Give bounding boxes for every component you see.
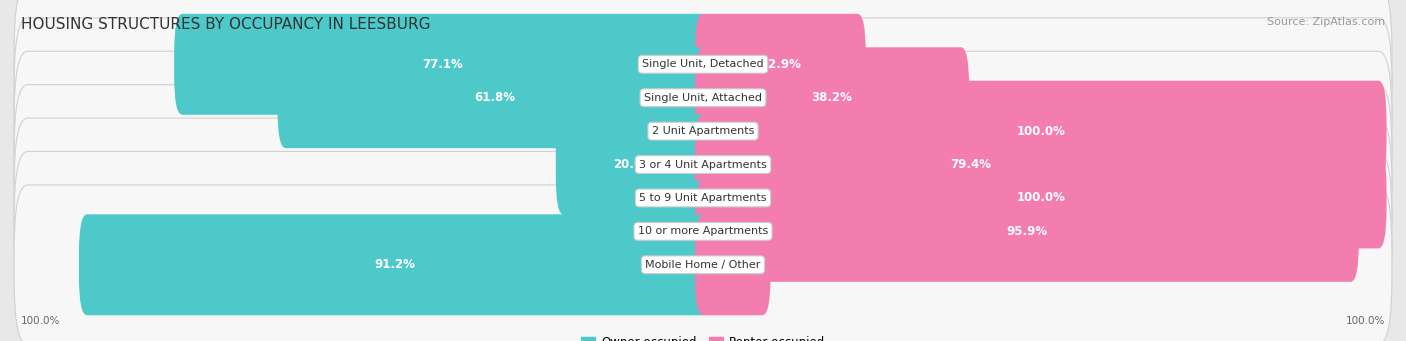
Text: 8.8%: 8.8% bbox=[716, 258, 749, 271]
Text: 77.1%: 77.1% bbox=[422, 58, 463, 71]
Text: HOUSING STRUCTURES BY OCCUPANCY IN LEESBURG: HOUSING STRUCTURES BY OCCUPANCY IN LEESB… bbox=[21, 17, 430, 32]
Text: 38.2%: 38.2% bbox=[811, 91, 852, 104]
Text: 91.2%: 91.2% bbox=[374, 258, 415, 271]
FancyBboxPatch shape bbox=[695, 148, 1386, 248]
Text: 100.0%: 100.0% bbox=[21, 315, 60, 326]
FancyBboxPatch shape bbox=[14, 18, 1392, 178]
Legend: Owner-occupied, Renter-occupied: Owner-occupied, Renter-occupied bbox=[576, 331, 830, 341]
Text: 100.0%: 100.0% bbox=[1017, 191, 1066, 205]
FancyBboxPatch shape bbox=[174, 14, 711, 115]
Text: 95.9%: 95.9% bbox=[1007, 225, 1047, 238]
Text: 3 or 4 Unit Apartments: 3 or 4 Unit Apartments bbox=[640, 160, 766, 169]
Text: Single Unit, Detached: Single Unit, Detached bbox=[643, 59, 763, 69]
FancyBboxPatch shape bbox=[14, 151, 1392, 311]
FancyBboxPatch shape bbox=[79, 214, 711, 315]
FancyBboxPatch shape bbox=[695, 181, 1358, 282]
FancyBboxPatch shape bbox=[695, 47, 969, 148]
FancyBboxPatch shape bbox=[695, 114, 1247, 215]
Text: 79.4%: 79.4% bbox=[950, 158, 991, 171]
FancyBboxPatch shape bbox=[14, 51, 1392, 211]
FancyBboxPatch shape bbox=[555, 114, 711, 215]
Text: Mobile Home / Other: Mobile Home / Other bbox=[645, 260, 761, 270]
FancyBboxPatch shape bbox=[14, 185, 1392, 341]
Text: 10 or more Apartments: 10 or more Apartments bbox=[638, 226, 768, 236]
Text: 100.0%: 100.0% bbox=[1346, 315, 1385, 326]
Text: 100.0%: 100.0% bbox=[1017, 125, 1066, 138]
FancyBboxPatch shape bbox=[695, 14, 866, 115]
FancyBboxPatch shape bbox=[277, 47, 711, 148]
Text: 4.2%: 4.2% bbox=[634, 225, 665, 238]
Text: 0.0%: 0.0% bbox=[659, 191, 689, 205]
Text: 22.9%: 22.9% bbox=[759, 58, 801, 71]
Text: 20.6%: 20.6% bbox=[613, 158, 654, 171]
Text: 2 Unit Apartments: 2 Unit Apartments bbox=[652, 126, 754, 136]
Text: 0.0%: 0.0% bbox=[659, 125, 689, 138]
FancyBboxPatch shape bbox=[695, 81, 1386, 182]
FancyBboxPatch shape bbox=[666, 181, 711, 282]
Text: Source: ZipAtlas.com: Source: ZipAtlas.com bbox=[1267, 17, 1385, 27]
Text: Single Unit, Attached: Single Unit, Attached bbox=[644, 93, 762, 103]
Text: 5 to 9 Unit Apartments: 5 to 9 Unit Apartments bbox=[640, 193, 766, 203]
Text: 61.8%: 61.8% bbox=[474, 91, 515, 104]
FancyBboxPatch shape bbox=[14, 0, 1392, 144]
FancyBboxPatch shape bbox=[14, 118, 1392, 278]
FancyBboxPatch shape bbox=[14, 85, 1392, 244]
FancyBboxPatch shape bbox=[695, 214, 770, 315]
